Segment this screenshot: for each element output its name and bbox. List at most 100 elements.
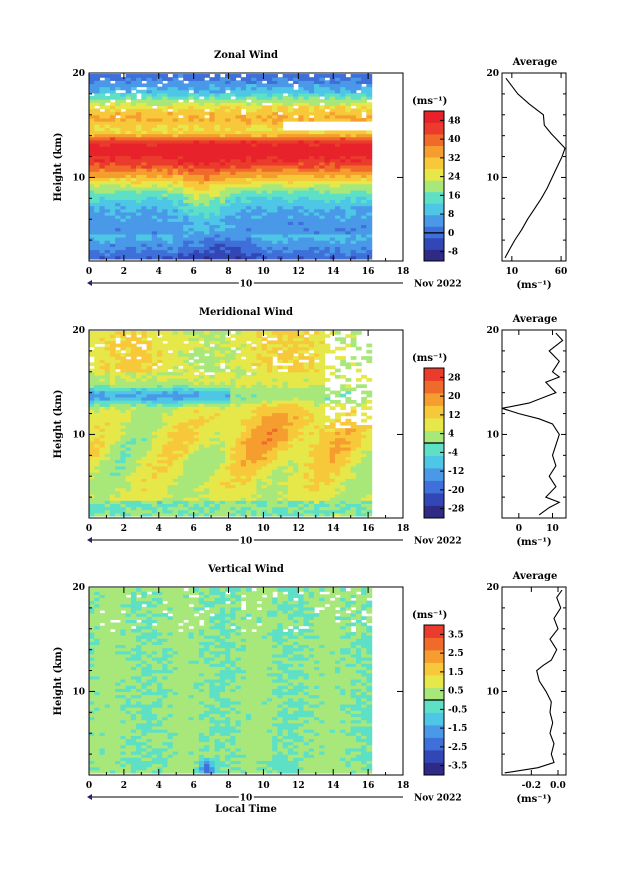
profile-frame — [501, 329, 567, 519]
panel-title: Vertical Wind — [207, 564, 284, 575]
average-profile: Average -0.2 0.0 10 20 (ms⁻¹) — [486, 571, 567, 805]
colorbar-tick-label: 32 — [448, 154, 461, 164]
x-tick-label: 16 — [362, 267, 375, 277]
x-tick-label: 6 — [191, 781, 197, 791]
x-tick-label: 10 — [257, 267, 270, 277]
heatmap-field — [89, 331, 373, 517]
colorbar-band — [424, 637, 444, 651]
profile-y-tick-label: 20 — [486, 69, 499, 79]
colorbar-frame — [423, 110, 445, 262]
x-tick-label: 2 — [121, 267, 127, 277]
x-tick-label: 0 — [86, 524, 92, 534]
y-tick-label: 10 — [72, 430, 85, 440]
y-tick-label: 10 — [72, 173, 85, 183]
colorbar: (ms⁻¹)48 40 32 24 16 8 0 -8 — [412, 96, 461, 262]
profile-y-tick-label: 10 — [486, 430, 499, 440]
x-tick-label: 10 — [257, 524, 270, 534]
colorbar-tick-label: 0.5 — [448, 687, 464, 697]
profile-frame — [501, 586, 567, 776]
colorbar-tick-label: -1.5 — [448, 724, 467, 734]
colorbar-band — [424, 662, 444, 676]
colorbar-tick-label: -28 — [448, 505, 464, 515]
colorbar-band — [424, 493, 444, 506]
colorbar-band — [424, 368, 444, 381]
date-label: 10 — [240, 280, 253, 290]
colorbar-tick-label: 4 — [448, 430, 454, 440]
profile-y-tick-label: 20 — [486, 326, 499, 336]
colorbar-band — [424, 405, 444, 419]
y-tick-label: 20 — [72, 583, 85, 593]
colorbar-band — [424, 168, 444, 181]
profile-x-tick-label: 60 — [555, 267, 568, 277]
colorbar-band — [424, 725, 444, 738]
x-tick-label: 18 — [397, 524, 410, 534]
profile-x-label: (ms⁻¹) — [516, 794, 551, 805]
colorbar-band — [424, 443, 444, 456]
profile-line — [504, 77, 566, 259]
colorbar-tick-label: -8 — [448, 248, 458, 258]
colorbar-band — [424, 505, 444, 519]
colorbar-tick-label: -4 — [448, 448, 458, 458]
colorbar-band — [424, 455, 444, 469]
colorbar-band — [424, 237, 444, 250]
colorbar-tick-label: 40 — [448, 135, 461, 145]
date-suffix: Nov 2022 — [414, 794, 462, 804]
colorbar-tick-label: 16 — [448, 191, 461, 201]
profile-y-tick-label: 20 — [486, 583, 499, 593]
x-tick-label: 4 — [156, 524, 162, 534]
profile-x-label: (ms⁻¹) — [516, 537, 551, 548]
x-tick-label: 14 — [327, 781, 340, 791]
colorbar-band — [424, 157, 444, 170]
colorbar: (ms⁻¹)28 20 12 4 -4 -12 -20 -28 — [412, 353, 464, 519]
colorbar-band — [424, 737, 444, 751]
colorbar-band — [424, 675, 444, 688]
colorbar-band — [424, 214, 444, 227]
colorbar-band — [424, 480, 444, 494]
profile-frame — [501, 72, 567, 262]
x-tick-label: 2 — [121, 781, 127, 791]
colorbar-band — [424, 712, 444, 726]
colorbar-tick-label: -2.5 — [448, 743, 467, 753]
colorbar-band — [424, 418, 444, 431]
colorbar-band — [424, 625, 444, 638]
colorbar-tick-label: 2.5 — [448, 649, 464, 659]
colorbar-band — [424, 468, 444, 481]
colorbar-band — [424, 687, 444, 701]
average-profile: Average 0 10 10 20 (ms⁻¹) — [486, 314, 567, 548]
profile-line — [504, 589, 563, 774]
profile-x-tick-label: -0.2 — [522, 781, 541, 791]
y-axis-label: Height (km) — [53, 390, 64, 459]
date-axis-marker — [87, 280, 92, 286]
profile-x-tick-label: 0.0 — [550, 781, 566, 791]
colorbar-band — [424, 650, 444, 663]
heatmap-field — [89, 74, 373, 260]
date-label: 10 — [240, 537, 253, 547]
profile-title: Average — [512, 314, 558, 325]
colorbar-band — [424, 750, 444, 763]
colorbar-band — [424, 430, 444, 444]
x-tick-label: 14 — [327, 267, 340, 277]
colorbar-unit: (ms⁻¹) — [412, 96, 447, 107]
x-tick-label: 0 — [86, 781, 92, 791]
x-tick-label: 8 — [225, 524, 231, 534]
colorbar-tick-label: 12 — [448, 411, 461, 421]
profile-y-tick-label: 10 — [486, 687, 499, 697]
colorbar-tick-label: -20 — [448, 486, 464, 496]
profile-y-tick-label: 10 — [486, 173, 499, 183]
x-tick-label: 12 — [292, 524, 305, 534]
colorbar-tick-label: 20 — [448, 392, 461, 402]
colorbar-tick-label: 0 — [448, 229, 454, 239]
colorbar-band — [424, 203, 444, 216]
colorbar-tick-label: 24 — [448, 173, 461, 183]
panel-2: Meridional Wind 0 2 4 6 8 10 12 14 16 18 10 20 Height… — [53, 307, 567, 549]
colorbar-band — [424, 145, 444, 158]
x-tick-label: 4 — [156, 267, 162, 277]
date-label: 10 — [240, 794, 253, 804]
x-tick-label: 4 — [156, 781, 162, 791]
x-tick-label: 6 — [191, 524, 197, 534]
y-tick-label: 20 — [72, 69, 85, 79]
colorbar-band — [424, 191, 444, 204]
colorbar: (ms⁻¹)3.5 2.5 1.5 0.5 -0.5 -1.5 -2.5 -3.5 — [412, 610, 467, 776]
date-suffix: Nov 2022 — [414, 280, 462, 290]
